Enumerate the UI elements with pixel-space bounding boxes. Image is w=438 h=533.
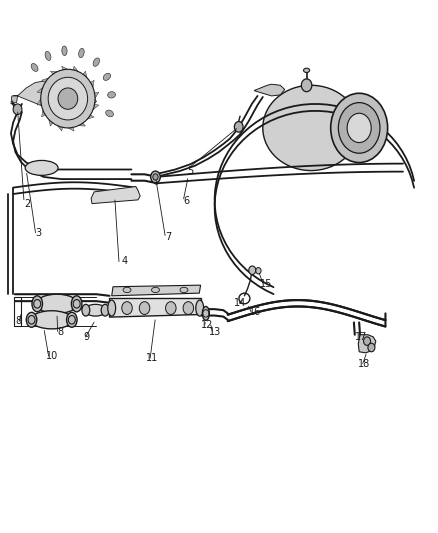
Polygon shape (254, 84, 285, 96)
Ellipse shape (62, 46, 67, 55)
Ellipse shape (202, 306, 209, 320)
Text: 2: 2 (24, 199, 30, 208)
Circle shape (122, 302, 132, 314)
Ellipse shape (103, 73, 111, 80)
Ellipse shape (108, 300, 116, 316)
Ellipse shape (152, 287, 159, 293)
Polygon shape (78, 123, 85, 126)
Polygon shape (110, 298, 201, 317)
Text: 17: 17 (355, 332, 367, 342)
Text: 14: 14 (234, 298, 246, 308)
Ellipse shape (304, 68, 310, 72)
Ellipse shape (123, 287, 131, 293)
Circle shape (139, 302, 150, 314)
Ellipse shape (79, 49, 84, 58)
Circle shape (166, 302, 176, 314)
Circle shape (249, 266, 256, 274)
Ellipse shape (36, 294, 78, 313)
Text: 10: 10 (46, 351, 58, 361)
Text: 13: 13 (209, 327, 222, 336)
Polygon shape (13, 81, 96, 109)
Ellipse shape (347, 114, 371, 143)
Polygon shape (57, 126, 63, 131)
Polygon shape (62, 66, 68, 70)
Polygon shape (42, 110, 45, 117)
Ellipse shape (25, 160, 58, 175)
Text: 12: 12 (201, 320, 213, 330)
Text: 7: 7 (166, 232, 172, 242)
Circle shape (368, 343, 375, 352)
Ellipse shape (31, 63, 38, 71)
Circle shape (364, 337, 371, 345)
Ellipse shape (48, 77, 88, 120)
Ellipse shape (32, 296, 42, 312)
Ellipse shape (85, 304, 106, 316)
Text: 4: 4 (122, 256, 128, 266)
Circle shape (234, 122, 243, 132)
Circle shape (183, 302, 194, 314)
Text: 5: 5 (187, 166, 194, 175)
Polygon shape (91, 187, 140, 204)
Ellipse shape (31, 311, 73, 329)
Ellipse shape (82, 304, 90, 316)
Text: 11: 11 (146, 353, 159, 363)
Polygon shape (73, 66, 78, 71)
Text: 9: 9 (84, 332, 90, 342)
Polygon shape (93, 104, 99, 110)
Text: 18: 18 (358, 359, 371, 368)
Text: 6: 6 (183, 197, 189, 206)
Polygon shape (87, 115, 94, 119)
Ellipse shape (338, 102, 380, 154)
Polygon shape (112, 285, 201, 296)
Text: 15: 15 (260, 279, 272, 288)
Circle shape (13, 104, 22, 115)
Ellipse shape (45, 51, 51, 60)
Ellipse shape (101, 304, 109, 316)
Circle shape (301, 79, 312, 92)
Ellipse shape (153, 174, 158, 180)
Polygon shape (95, 92, 99, 99)
Polygon shape (91, 80, 94, 87)
Ellipse shape (331, 93, 388, 163)
Polygon shape (358, 335, 376, 353)
Ellipse shape (108, 92, 116, 98)
Ellipse shape (180, 287, 188, 293)
Polygon shape (37, 87, 43, 93)
Text: 8: 8 (57, 327, 64, 336)
Polygon shape (50, 71, 57, 74)
Text: 16: 16 (249, 307, 261, 317)
Ellipse shape (67, 312, 77, 327)
Polygon shape (42, 78, 49, 82)
Polygon shape (11, 96, 18, 104)
Polygon shape (68, 127, 74, 131)
Polygon shape (49, 119, 53, 126)
Ellipse shape (151, 171, 160, 183)
Text: 3: 3 (35, 229, 42, 238)
Ellipse shape (93, 58, 99, 66)
Polygon shape (37, 99, 41, 105)
Ellipse shape (196, 300, 204, 316)
Polygon shape (83, 71, 87, 78)
Ellipse shape (26, 312, 37, 327)
Ellipse shape (71, 296, 82, 312)
Ellipse shape (58, 88, 78, 109)
Ellipse shape (106, 110, 113, 117)
Ellipse shape (263, 85, 359, 171)
Circle shape (256, 268, 261, 274)
Text: 8: 8 (15, 316, 21, 326)
Ellipse shape (41, 69, 95, 128)
